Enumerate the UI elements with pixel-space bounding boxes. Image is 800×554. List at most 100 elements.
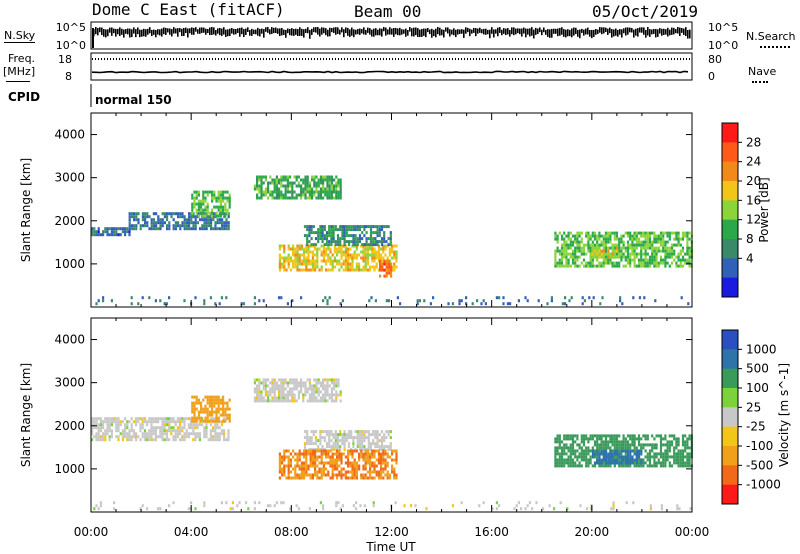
heatmap-cell bbox=[618, 452, 621, 456]
nsky-bar bbox=[287, 28, 289, 34]
nsky-bar bbox=[367, 27, 369, 33]
heatmap-cell bbox=[651, 258, 654, 262]
heatmap-cell bbox=[350, 240, 353, 244]
heatmap-cell bbox=[653, 458, 656, 462]
heatmap-cell bbox=[600, 443, 603, 447]
heatmap-cell bbox=[336, 464, 339, 468]
heatmap-cell bbox=[351, 464, 354, 468]
heatmap-cell bbox=[341, 439, 344, 443]
heatmap-cell bbox=[585, 243, 588, 247]
heatmap-cell bbox=[313, 390, 316, 394]
heatmap-cell bbox=[553, 507, 556, 511]
heatmap-cell bbox=[655, 240, 658, 244]
heatmap-cell bbox=[673, 452, 676, 456]
heatmap-cell bbox=[224, 410, 227, 414]
heatmap-cell bbox=[294, 253, 297, 257]
heatmap-cell bbox=[320, 461, 323, 465]
heatmap-cell bbox=[262, 193, 265, 197]
heatmap-cell bbox=[163, 420, 166, 424]
heatmap-cell bbox=[340, 470, 343, 474]
colorbar-swatch bbox=[722, 181, 738, 201]
heatmap-cell bbox=[224, 407, 227, 411]
heatmap-cell bbox=[677, 458, 680, 462]
heatmap-cell bbox=[137, 417, 140, 421]
heatmap-cell bbox=[369, 231, 373, 235]
heatmap-cell bbox=[289, 190, 292, 194]
heatmap-cell bbox=[350, 234, 353, 238]
nsky-bar bbox=[423, 28, 425, 36]
nsky-bar bbox=[315, 27, 317, 33]
nsky-bar bbox=[185, 27, 187, 34]
heatmap-cell bbox=[366, 262, 369, 266]
nsky-bar bbox=[265, 27, 267, 32]
heatmap-cell bbox=[148, 432, 151, 436]
heatmap-cell bbox=[95, 302, 98, 306]
heatmap-cell bbox=[194, 426, 197, 430]
heatmap-cell bbox=[322, 470, 325, 474]
heatmap-cell bbox=[91, 423, 94, 427]
heatmap-cell bbox=[298, 253, 301, 257]
heatmap-cell bbox=[181, 224, 184, 228]
heatmap-cell bbox=[365, 231, 368, 235]
heatmap-cell bbox=[666, 452, 669, 456]
heatmap-cell bbox=[303, 234, 307, 238]
heatmap-cell bbox=[633, 252, 636, 256]
heatmap-cell bbox=[633, 440, 636, 444]
heatmap-cell bbox=[362, 256, 365, 260]
heatmap-cell bbox=[227, 432, 230, 436]
heatmap-cell bbox=[217, 407, 220, 411]
heatmap-cell bbox=[316, 458, 319, 462]
heatmap-cell bbox=[308, 228, 311, 232]
heatmap-cell bbox=[157, 218, 160, 222]
heatmap-cell bbox=[385, 240, 388, 244]
nsky-bar bbox=[95, 27, 97, 35]
heatmap-cell bbox=[622, 446, 625, 450]
heatmap-cell bbox=[598, 237, 601, 241]
heatmap-cell bbox=[117, 426, 120, 430]
heatmap-cell bbox=[179, 417, 182, 421]
heatmap-cell bbox=[172, 438, 175, 442]
heatmap-cell bbox=[355, 467, 358, 471]
heatmap-cell bbox=[313, 396, 316, 400]
heatmap-cell bbox=[309, 461, 312, 465]
heatmap-cell bbox=[679, 237, 682, 241]
heatmap-cell bbox=[334, 430, 337, 434]
heatmap-cell bbox=[598, 246, 601, 250]
heatmap-cell bbox=[558, 446, 561, 450]
heatmap-cell bbox=[333, 250, 336, 254]
heatmap-cell bbox=[322, 181, 325, 185]
heatmap-cell bbox=[388, 476, 391, 480]
heatmap-cell bbox=[376, 430, 379, 434]
heatmap-cell bbox=[471, 302, 474, 306]
heatmap-cell bbox=[389, 234, 392, 238]
heatmap-cell bbox=[653, 464, 656, 468]
heatmap-cell bbox=[340, 455, 343, 459]
heatmap-cell bbox=[204, 395, 207, 399]
heatmap-cell bbox=[576, 434, 579, 438]
heatmap-cell bbox=[278, 244, 281, 248]
heatmap-cell bbox=[677, 264, 680, 268]
colorbar-swatch bbox=[722, 219, 738, 240]
heatmap-cell bbox=[95, 230, 98, 234]
heatmap-cell bbox=[205, 218, 208, 222]
heatmap-cell bbox=[222, 407, 225, 411]
heatmap-cell bbox=[187, 507, 190, 511]
heatmap-cell bbox=[372, 225, 375, 229]
heatmap-cell bbox=[308, 442, 311, 446]
heatmap-cell bbox=[560, 246, 564, 250]
heatmap-cell bbox=[278, 378, 281, 382]
heatmap-cell bbox=[567, 434, 570, 438]
nsky-bar bbox=[267, 27, 269, 33]
heatmap-cell bbox=[264, 193, 267, 197]
heatmap-cell bbox=[598, 234, 601, 238]
heatmap-cell bbox=[668, 464, 671, 468]
heatmap-cell bbox=[121, 227, 124, 231]
heatmap-cell bbox=[376, 234, 379, 238]
heatmap-cell bbox=[305, 455, 308, 459]
heatmap-cell bbox=[256, 181, 259, 185]
heatmap-cell bbox=[300, 473, 303, 477]
heatmap-cell bbox=[329, 464, 332, 468]
heatmap-cell bbox=[216, 432, 219, 436]
heatmap-cell bbox=[260, 178, 263, 182]
heatmap-cell bbox=[371, 265, 374, 269]
